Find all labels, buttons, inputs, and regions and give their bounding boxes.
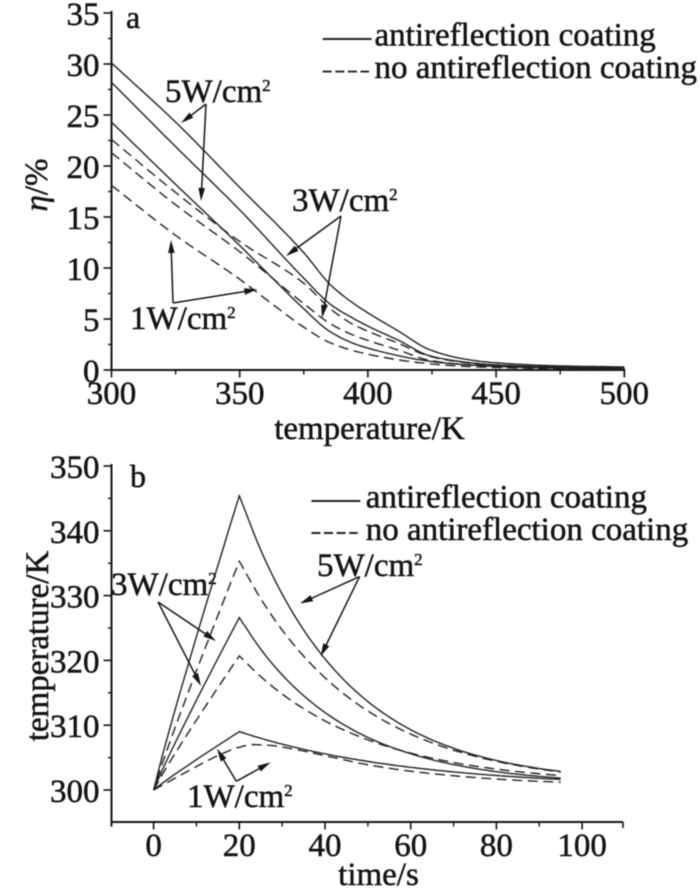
svg-text:350: 350 bbox=[50, 450, 100, 486]
svg-text:3W/cm2: 3W/cm2 bbox=[292, 183, 398, 219]
svg-text:a: a bbox=[126, 0, 140, 35]
svg-text:temperature/K: temperature/K bbox=[274, 411, 465, 447]
svg-text:350: 350 bbox=[215, 376, 265, 412]
svg-text:5W/cm2: 5W/cm2 bbox=[317, 548, 423, 584]
svg-text:5: 5 bbox=[83, 303, 100, 339]
svg-text:3W/cm2: 3W/cm2 bbox=[111, 567, 217, 603]
svg-text:20: 20 bbox=[223, 828, 256, 864]
svg-text:antireflection coating: antireflection coating bbox=[375, 18, 656, 54]
svg-text:b: b bbox=[130, 458, 146, 494]
svg-text:30: 30 bbox=[67, 48, 100, 84]
svg-text:340: 340 bbox=[50, 515, 100, 551]
svg-text:25: 25 bbox=[67, 99, 100, 135]
svg-text:10: 10 bbox=[67, 252, 100, 288]
svg-text:1W/cm2: 1W/cm2 bbox=[130, 301, 236, 337]
svg-text:80: 80 bbox=[480, 828, 513, 864]
svg-text:300: 300 bbox=[50, 774, 100, 810]
svg-text:no antireflection coating: no antireflection coating bbox=[375, 50, 698, 86]
svg-text:100: 100 bbox=[557, 828, 607, 864]
svg-text:500: 500 bbox=[600, 376, 650, 412]
svg-text:330: 330 bbox=[50, 580, 100, 616]
svg-text:320: 320 bbox=[50, 644, 100, 680]
svg-text:450: 450 bbox=[471, 376, 521, 412]
svg-text:no antireflection coating: no antireflection coating bbox=[366, 512, 689, 548]
svg-text:15: 15 bbox=[67, 201, 100, 237]
svg-text:20: 20 bbox=[67, 150, 100, 186]
svg-text:60: 60 bbox=[394, 828, 427, 864]
svg-text:310: 310 bbox=[50, 709, 100, 745]
svg-text:η/%: η/% bbox=[19, 158, 55, 211]
svg-text:time/s: time/s bbox=[338, 857, 419, 890]
svg-text:antireflection coating: antireflection coating bbox=[366, 480, 647, 516]
svg-text:0: 0 bbox=[83, 354, 100, 390]
svg-text:40: 40 bbox=[309, 828, 342, 864]
svg-text:0: 0 bbox=[145, 828, 162, 864]
svg-text:1W/cm2: 1W/cm2 bbox=[187, 779, 293, 815]
svg-text:400: 400 bbox=[343, 376, 393, 412]
svg-text:300: 300 bbox=[87, 376, 137, 412]
svg-text:5W/cm2: 5W/cm2 bbox=[165, 74, 271, 110]
svg-text:35: 35 bbox=[67, 0, 100, 33]
svg-text:temperature/K: temperature/K bbox=[20, 551, 56, 742]
